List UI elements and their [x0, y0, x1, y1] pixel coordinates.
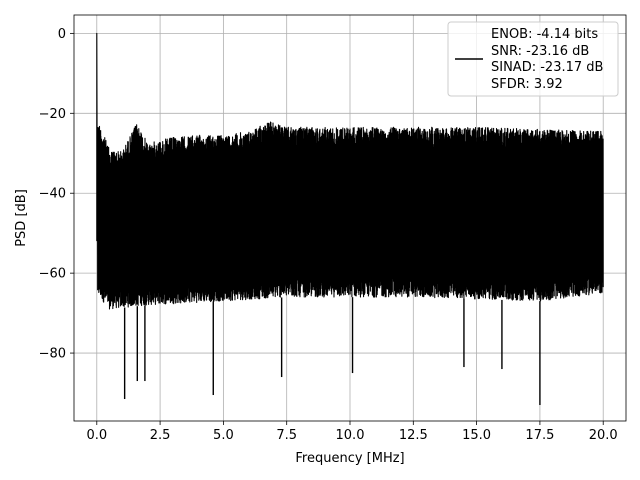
legend-sinad: SINAD: -23.17 dB	[491, 60, 603, 75]
legend-enob: ENOB: -4.14 bits	[491, 27, 598, 42]
x-axis-label: Frequency [MHz]	[295, 451, 404, 466]
legend-snr: SNR: -23.16 dB	[491, 44, 589, 59]
x-tick-label: 20.0	[589, 428, 618, 443]
legend: ENOB: -4.14 bits SNR: -23.16 dB SINAD: -…	[447, 21, 619, 97]
y-tick-label: −60	[39, 267, 66, 282]
x-tick-label: 5.0	[213, 428, 234, 443]
psd-series	[96, 32, 604, 406]
y-axis-label: PSD [dB]	[14, 189, 29, 247]
x-tick-label: 12.5	[399, 428, 428, 443]
x-tick-label: 10.0	[336, 428, 365, 443]
x-tick-label: 2.5	[150, 428, 171, 443]
y-tick-label: 0	[58, 27, 66, 42]
x-axis-ticks: 0.0 2.5 5.0 7.5 10.0 12.5 15.0 17.5 20.0	[86, 421, 618, 443]
y-tick-label: −40	[39, 187, 66, 202]
y-tick-label: −80	[39, 347, 66, 362]
x-tick-label: 15.0	[462, 428, 491, 443]
x-tick-label: 7.5	[276, 428, 297, 443]
x-tick-label: 17.5	[525, 428, 554, 443]
legend-sfdr: SFDR: 3.92	[491, 77, 563, 92]
x-tick-label: 0.0	[86, 428, 107, 443]
y-tick-label: −20	[39, 107, 66, 122]
psd-trace	[96, 32, 604, 310]
y-axis-ticks: 0 −20 −40 −60 −80	[39, 27, 74, 362]
legend-box	[447, 21, 619, 97]
